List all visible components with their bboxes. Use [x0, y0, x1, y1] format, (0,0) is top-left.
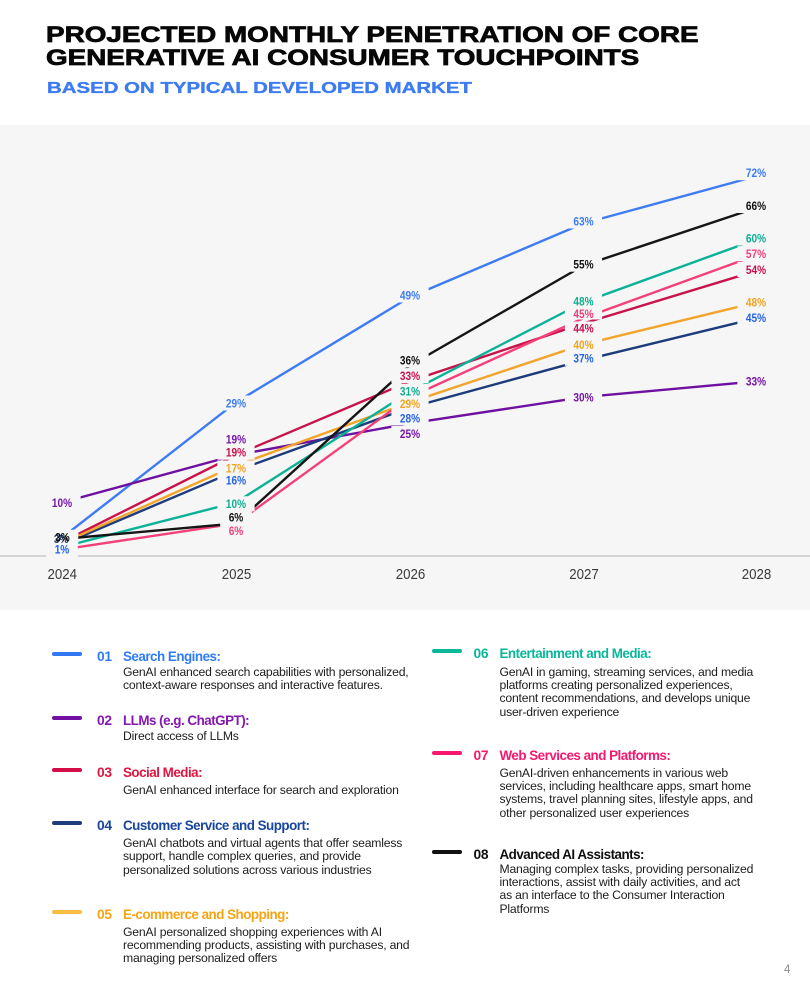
- svg-text:72%: 72%: [746, 166, 766, 180]
- svg-text:10%: 10%: [226, 497, 246, 511]
- svg-text:2024: 2024: [48, 566, 78, 583]
- svg-text:55%: 55%: [573, 258, 593, 272]
- svg-text:37%: 37%: [573, 352, 593, 366]
- svg-text:40%: 40%: [573, 338, 593, 352]
- svg-text:3%: 3%: [54, 532, 69, 546]
- svg-text:19%: 19%: [226, 445, 246, 459]
- svg-text:6%: 6%: [229, 524, 244, 538]
- svg-text:16%: 16%: [226, 474, 246, 488]
- svg-text:66%: 66%: [746, 199, 766, 213]
- svg-text:48%: 48%: [746, 296, 766, 310]
- svg-text:49%: 49%: [400, 288, 420, 302]
- svg-text:3%: 3%: [55, 531, 70, 545]
- svg-text:45%: 45%: [573, 307, 593, 321]
- svg-text:2025: 2025: [222, 566, 252, 583]
- svg-text:29%: 29%: [400, 397, 420, 411]
- svg-text:60%: 60%: [746, 231, 766, 245]
- svg-text:10%: 10%: [52, 496, 72, 510]
- svg-text:54%: 54%: [746, 263, 766, 277]
- svg-text:2027: 2027: [569, 566, 599, 583]
- svg-text:2028: 2028: [742, 566, 772, 583]
- svg-text:25%: 25%: [400, 427, 420, 441]
- svg-text:17%: 17%: [226, 461, 246, 475]
- svg-text:33%: 33%: [400, 369, 420, 383]
- svg-text:48%: 48%: [573, 294, 593, 308]
- svg-text:6%: 6%: [229, 511, 244, 525]
- svg-text:1%: 1%: [55, 542, 70, 556]
- svg-text:31%: 31%: [400, 385, 420, 399]
- svg-text:45%: 45%: [746, 311, 766, 325]
- svg-text:57%: 57%: [746, 247, 766, 261]
- svg-text:36%: 36%: [400, 353, 420, 367]
- svg-text:28%: 28%: [400, 411, 420, 425]
- svg-text:2026: 2026: [396, 566, 426, 583]
- svg-text:29%: 29%: [226, 396, 246, 410]
- svg-text:19%: 19%: [226, 433, 246, 447]
- svg-text:30%: 30%: [573, 390, 593, 404]
- svg-text:63%: 63%: [573, 214, 593, 228]
- svg-text:33%: 33%: [746, 374, 766, 388]
- svg-text:44%: 44%: [573, 321, 593, 335]
